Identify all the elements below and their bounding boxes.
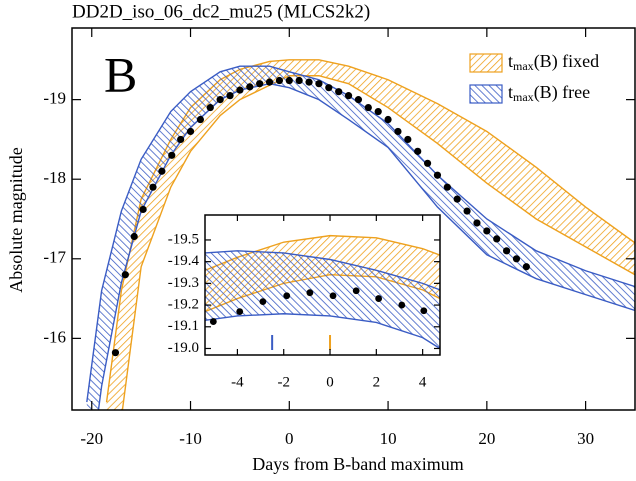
plot-frame: [204, 214, 441, 356]
y-tick-label: -18: [43, 168, 66, 187]
data-point: [414, 147, 422, 155]
x-tick-label: 4: [419, 374, 427, 390]
y-tick-label: -19.5: [168, 231, 199, 247]
chart-title: DD2D_iso_06_dc2_mu25 (MLCS2k2): [72, 1, 370, 22]
legend-label-sub: max: [513, 90, 534, 104]
data-point: [374, 107, 382, 116]
band-lower-edge: [97, 82, 635, 410]
data-point: [226, 92, 234, 100]
data-point: [196, 115, 205, 124]
data-point: [375, 295, 383, 302]
x-axis-label: Days from B-band maximum: [252, 454, 463, 474]
data-point: [344, 92, 353, 100]
data-point: [483, 227, 491, 235]
data-point: [283, 292, 291, 300]
data-point: [209, 318, 217, 325]
y-tick-label: -19.0: [168, 340, 199, 356]
x-tick-label: 20: [478, 429, 495, 448]
data-point: [259, 298, 267, 306]
data-point: [404, 135, 412, 144]
x-tick-label: -10: [179, 429, 202, 448]
data-point: [453, 195, 461, 203]
data-point: [325, 84, 333, 92]
data-point: [493, 235, 501, 243]
data-point: [384, 115, 392, 124]
data-point: [306, 289, 314, 297]
data-point: [398, 301, 406, 309]
data-point: [512, 255, 521, 263]
data-point: [354, 96, 363, 104]
x-tick-label: 0: [326, 374, 334, 390]
legend-label-rest: (B) fixed: [534, 51, 599, 72]
x-tick-label: 10: [380, 429, 397, 448]
data-point: [502, 247, 511, 255]
x-tick-label: 2: [373, 374, 381, 390]
legend-label-sub: max: [513, 59, 534, 73]
legend-label-rest: (B) free: [534, 82, 590, 103]
y-tick-label: -16: [43, 327, 66, 346]
x-tick-label: 0: [285, 429, 294, 448]
data-point: [352, 287, 360, 295]
data-point: [158, 167, 166, 175]
data-point: [423, 159, 432, 167]
data-point: [275, 76, 284, 85]
y-tick-label: -19.2: [168, 297, 199, 313]
x-tick-label: -2: [277, 374, 290, 390]
data-point: [246, 83, 254, 91]
legend-label-base: t: [508, 82, 513, 102]
data-point: [305, 78, 313, 86]
plot-layer: [205, 234, 440, 350]
data-point: [177, 135, 185, 144]
plot-frame: [71, 27, 636, 411]
data-point: [420, 307, 428, 315]
data-point: [236, 86, 244, 94]
legend-label: tmax(B) free: [508, 82, 590, 104]
data-point: [443, 183, 451, 191]
legend-label-base: t: [508, 51, 513, 71]
data-point: [186, 127, 195, 136]
data-point: [236, 308, 244, 315]
data-point: [216, 96, 224, 104]
y-tick-label: -19.3: [168, 275, 199, 291]
data-point: [130, 232, 138, 241]
panel-label: B: [104, 46, 137, 102]
band-upper-edge: [86, 65, 635, 403]
data-point: [295, 76, 303, 85]
data-point: [315, 80, 323, 88]
legend-swatch: [469, 53, 503, 73]
data-point: [149, 183, 157, 191]
data-point: [433, 171, 442, 179]
band: [106, 59, 635, 410]
data-point: [256, 80, 264, 88]
y-axis-label: Absolute magnitude: [6, 147, 26, 292]
data-point: [394, 127, 402, 136]
data-point: [139, 205, 147, 214]
data-point: [206, 103, 214, 112]
x-tick-label: 30: [577, 429, 594, 448]
data-point: [522, 263, 530, 271]
data-point: [111, 349, 120, 357]
x-tick-label: -20: [80, 429, 103, 448]
x-tick-label: -4: [231, 374, 244, 390]
data-point: [463, 207, 471, 215]
data-point: [121, 271, 129, 279]
legend-label: tmax(B) fixed: [508, 51, 599, 73]
band-lower-edge: [205, 313, 440, 350]
data-point: [473, 219, 481, 227]
data-point: [285, 76, 293, 85]
legend-swatch: [469, 84, 503, 104]
band-upper-edge: [205, 250, 440, 291]
y-tick-label: -19.1: [168, 318, 199, 334]
y-tick-label: -19: [43, 89, 66, 108]
data-point: [168, 151, 176, 159]
band: [205, 250, 440, 349]
data-point: [265, 78, 274, 86]
data-point: [329, 292, 337, 300]
plot-layer: [86, 59, 635, 410]
y-tick-label: -19.4: [168, 253, 200, 269]
y-tick-label: -17: [43, 248, 66, 267]
data-point: [364, 103, 372, 112]
data-point: [335, 88, 343, 96]
